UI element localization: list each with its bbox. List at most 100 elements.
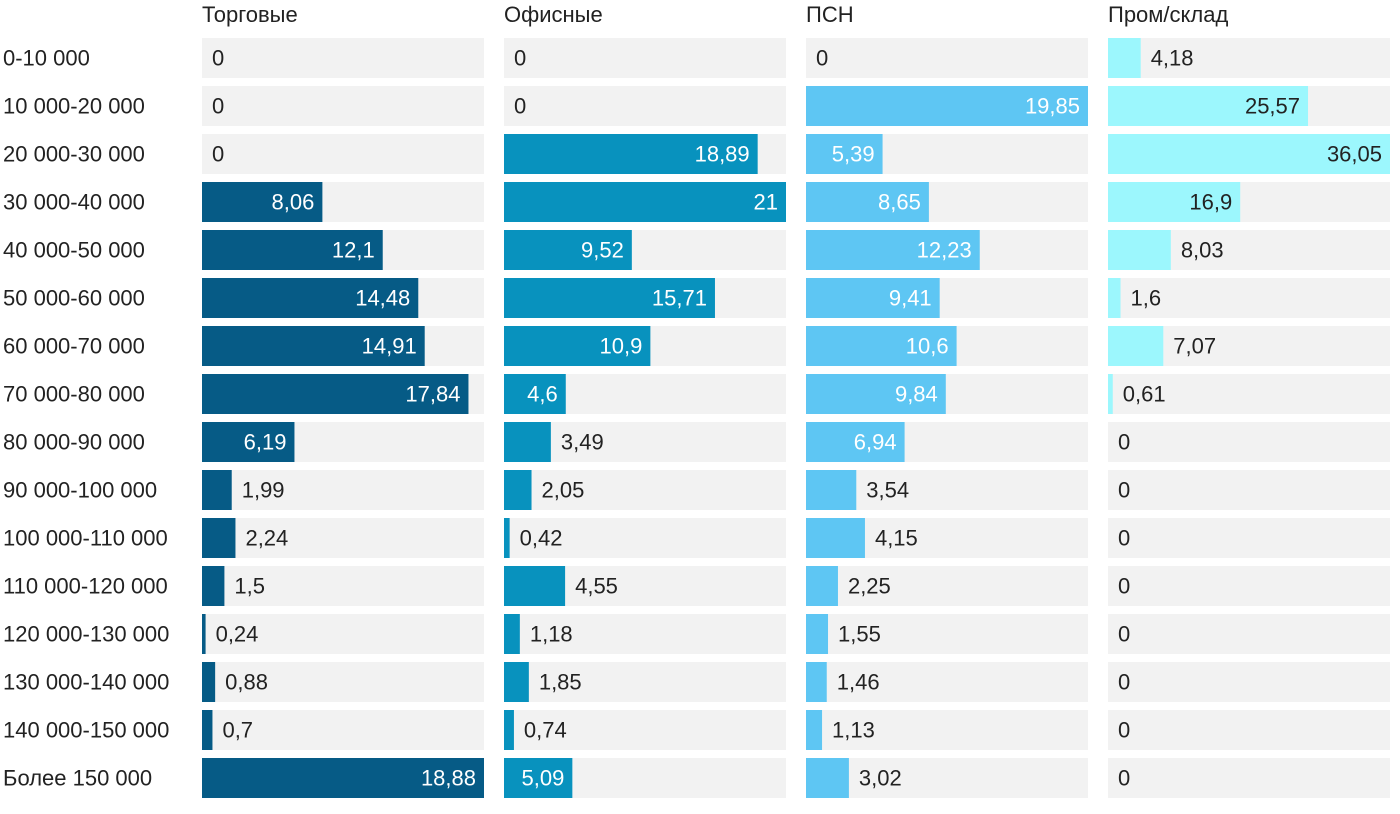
bar <box>806 134 883 174</box>
data-label: 0 <box>1118 718 1130 743</box>
bar <box>1108 38 1141 78</box>
bar <box>504 278 715 318</box>
data-label: 0 <box>1118 670 1130 695</box>
category-label: 100 000-110 000 <box>3 526 168 551</box>
data-label: 1,55 <box>838 622 881 647</box>
category-label: 110 000-120 000 <box>3 574 168 599</box>
data-label: 0,42 <box>520 526 563 551</box>
bar <box>1108 230 1171 270</box>
bar <box>504 326 651 366</box>
data-label: 4,55 <box>575 574 618 599</box>
bar <box>504 374 566 414</box>
data-label: 3,49 <box>561 430 604 455</box>
bar <box>1108 134 1390 174</box>
bar-track <box>806 38 1088 78</box>
data-label: 1,13 <box>832 718 875 743</box>
bar <box>1108 374 1113 414</box>
data-label: 0,61 <box>1123 382 1166 407</box>
category-label: 50 000-60 000 <box>3 286 145 311</box>
data-label: 0 <box>816 46 828 71</box>
data-label: 0 <box>1118 766 1130 791</box>
data-label: 15,71 <box>652 286 707 311</box>
bar <box>1108 278 1121 318</box>
data-label: 0,7 <box>222 718 253 743</box>
bar-track <box>202 566 484 606</box>
category-label: 90 000-100 000 <box>3 478 157 503</box>
bar-track <box>202 38 484 78</box>
bar <box>202 278 419 318</box>
bar-track <box>504 518 786 558</box>
bar-track <box>1108 758 1390 798</box>
data-label: 3,02 <box>859 766 902 791</box>
bar <box>806 326 957 366</box>
bar <box>504 518 510 558</box>
bar-track <box>504 38 786 78</box>
bar <box>806 758 849 798</box>
data-label: 0 <box>1118 622 1130 647</box>
data-label: 8,03 <box>1181 238 1224 263</box>
bar-track <box>1108 710 1390 750</box>
bar-track <box>202 470 484 510</box>
data-label: 6,19 <box>244 430 287 455</box>
series-title: Офисные <box>504 2 603 27</box>
series-title: Торговые <box>202 2 298 27</box>
data-label: 0 <box>1118 526 1130 551</box>
bar <box>504 710 514 750</box>
bar <box>806 470 857 510</box>
bar <box>806 230 980 270</box>
bar <box>504 662 529 702</box>
data-label: 0 <box>514 94 526 119</box>
bar-track <box>202 662 484 702</box>
data-label: 14,91 <box>362 334 417 359</box>
bar <box>806 374 946 414</box>
bar-track <box>504 614 786 654</box>
data-label: 1,5 <box>234 574 265 599</box>
data-label: 21 <box>754 190 778 215</box>
data-label: 9,52 <box>581 238 624 263</box>
data-label: 0 <box>514 46 526 71</box>
data-label: 9,84 <box>895 382 938 407</box>
data-label: 19,85 <box>1025 94 1080 119</box>
data-label: 17,84 <box>405 382 460 407</box>
bar-track <box>806 566 1088 606</box>
bar <box>504 182 786 222</box>
bar <box>202 518 236 558</box>
bar <box>806 614 829 654</box>
data-label: 0 <box>212 94 224 119</box>
data-label: 0,88 <box>225 670 268 695</box>
data-label: 2,24 <box>245 526 288 551</box>
bar-track <box>504 662 786 702</box>
data-label: 12,1 <box>332 238 375 263</box>
category-label: 70 000-80 000 <box>3 382 145 407</box>
category-label: 60 000-70 000 <box>3 334 145 359</box>
bar <box>202 182 323 222</box>
category-label: 10 000-20 000 <box>3 94 145 119</box>
bar <box>1108 326 1164 366</box>
bar <box>806 422 905 462</box>
bar <box>806 662 827 702</box>
data-label: 25,57 <box>1245 94 1300 119</box>
data-label: 1,99 <box>242 478 285 503</box>
data-label: 0 <box>212 142 224 167</box>
bar <box>202 230 383 270</box>
bar <box>806 710 823 750</box>
bar-track <box>202 518 484 558</box>
category-label: 120 000-130 000 <box>3 622 169 647</box>
bar <box>202 758 484 798</box>
category-label: 30 000-40 000 <box>3 190 145 215</box>
category-label: 40 000-50 000 <box>3 238 145 263</box>
bar <box>202 566 225 606</box>
category-label: 140 000-150 000 <box>3 718 169 743</box>
data-label: 0,24 <box>216 622 259 647</box>
data-label: 36,05 <box>1327 142 1382 167</box>
bar <box>202 374 469 414</box>
data-label: 1,46 <box>837 670 880 695</box>
data-label: 8,65 <box>878 190 921 215</box>
bar-track <box>504 86 786 126</box>
data-label: 7,07 <box>1173 334 1216 359</box>
data-label: 4,18 <box>1151 46 1194 71</box>
category-label: 20 000-30 000 <box>3 142 145 167</box>
bar <box>202 662 216 702</box>
bar <box>806 518 865 558</box>
